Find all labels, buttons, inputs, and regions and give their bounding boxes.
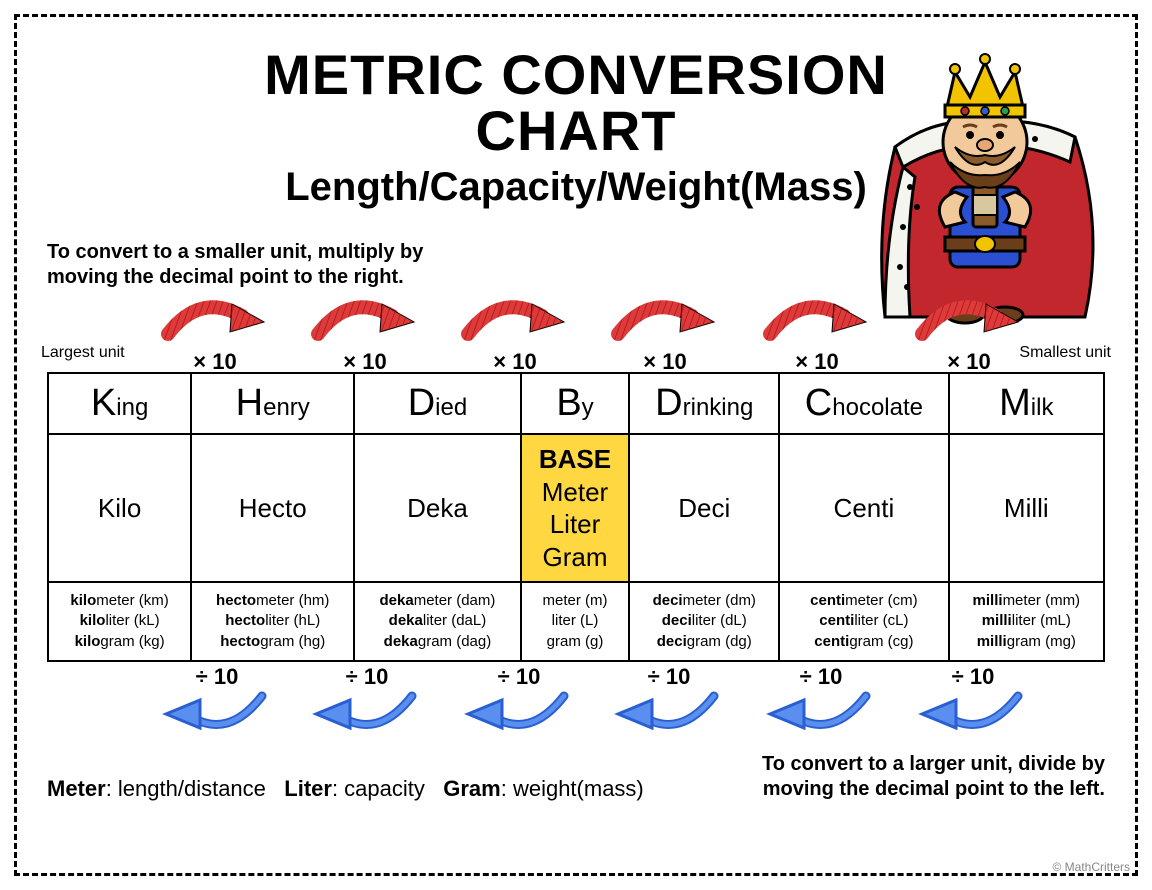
- multiply-arrow: × 10: [305, 298, 425, 375]
- multiply-arrows-row: Largest unit Smallest unit × 10× 10× 10×…: [47, 298, 1105, 368]
- units-cell: decimeter (dm)deciliter (dL)decigram (dg…: [629, 582, 779, 661]
- prefix-cell: BASEMeterLiterGram: [521, 434, 630, 582]
- prefix-cell: Centi: [779, 434, 948, 582]
- largest-unit-label: Largest unit: [41, 344, 125, 362]
- units-cell: hectometer (hm)hectoliter (hL)hectogram …: [191, 582, 354, 661]
- units-cell: meter (m)liter (L)gram (g): [521, 582, 630, 661]
- mnemonic-cell: Chocolate: [779, 373, 948, 434]
- units-row: kilometer (km)kiloliter (kL)kilogram (kg…: [48, 582, 1104, 661]
- multiply-arrow: × 10: [455, 298, 575, 375]
- divide-arrows-row: ÷ 10 ÷ 10 ÷ 10 ÷ 10 ÷ 10 ÷ 10: [47, 664, 1105, 744]
- divide-arrow: ÷ 10: [307, 664, 427, 739]
- divide-arrow: ÷ 10: [459, 664, 579, 739]
- units-cell: centimeter (cm)centiliter (cL)centigram …: [779, 582, 948, 661]
- prefix-cell: Deka: [354, 434, 520, 582]
- divide-arrow: ÷ 10: [609, 664, 729, 739]
- legend: Meter: length/distance Liter: capacity G…: [47, 776, 644, 802]
- mnemonic-cell: Henry: [191, 373, 354, 434]
- units-cell: dekameter (dam)dekaliter (daL)dekagram (…: [354, 582, 520, 661]
- multiply-arrow: × 10: [757, 298, 877, 375]
- multiply-arrow: × 10: [155, 298, 275, 375]
- multiply-arrow: × 10: [909, 298, 1029, 375]
- divide-arrow: ÷ 10: [761, 664, 881, 739]
- prefix-cell: Hecto: [191, 434, 354, 582]
- mnemonic-cell: Drinking: [629, 373, 779, 434]
- prefix-cell: Deci: [629, 434, 779, 582]
- prefix-cell: Milli: [949, 434, 1104, 582]
- copyright: © MathCritters: [1052, 860, 1130, 874]
- mnemonic-cell: By: [521, 373, 630, 434]
- mnemonic-cell: King: [48, 373, 191, 434]
- prefix-row: KiloHectoDekaBASEMeterLiterGramDeciCenti…: [48, 434, 1104, 582]
- units-cell: millimeter (mm)milliliter (mL)milligram …: [949, 582, 1104, 661]
- instruction-bottom: To convert to a larger unit, divide by m…: [762, 752, 1105, 802]
- conversion-table: KingHenryDiedByDrinkingChocolateMilk Kil…: [47, 372, 1105, 662]
- mnemonic-cell: Milk: [949, 373, 1104, 434]
- mnemonic-cell: Died: [354, 373, 520, 434]
- divide-arrow: ÷ 10: [913, 664, 1033, 739]
- prefix-cell: Kilo: [48, 434, 191, 582]
- mnemonic-row: KingHenryDiedByDrinkingChocolateMilk: [48, 373, 1104, 434]
- units-cell: kilometer (km)kiloliter (kL)kilogram (kg…: [48, 582, 191, 661]
- smallest-unit-label: Smallest unit: [1019, 344, 1111, 362]
- multiply-arrow: × 10: [605, 298, 725, 375]
- divide-arrow: ÷ 10: [157, 664, 277, 739]
- king-illustration: [855, 27, 1115, 327]
